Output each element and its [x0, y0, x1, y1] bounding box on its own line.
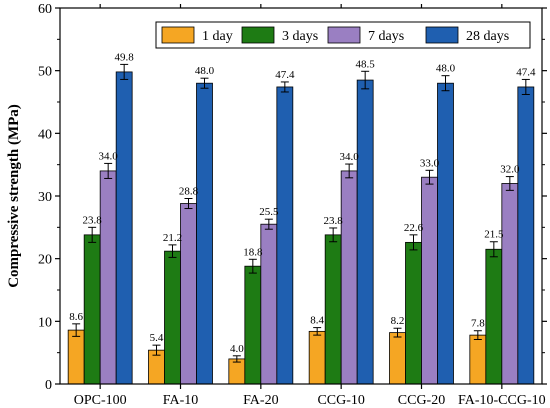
bar [485, 248, 503, 385]
data-label: 33.0 [420, 157, 440, 169]
bar [228, 358, 246, 385]
x-tick-label: FA-10 [163, 393, 199, 408]
x-tick-label: FA-10-CCG-10 [458, 393, 546, 408]
legend: 1 day 3 days 7 days 28 days [155, 21, 531, 49]
data-label: 18.8 [243, 246, 263, 258]
legend-label: 7 days [368, 29, 404, 44]
x-tick-label: FA-20 [243, 393, 279, 408]
bar [83, 234, 101, 385]
y-axis-title: Compressive strength (MPa) [6, 104, 22, 288]
legend-swatch [161, 26, 195, 44]
bar [421, 176, 438, 385]
data-label: 5.4 [150, 332, 164, 344]
y-tick-label: 10 [38, 315, 52, 330]
bar [437, 82, 454, 385]
x-tick-label: CCG-20 [398, 393, 445, 408]
bar [308, 330, 326, 385]
data-label: 32.0 [500, 164, 520, 176]
y-tick-label: 60 [38, 2, 52, 17]
data-label: 7.8 [471, 318, 485, 330]
bars-group [67, 63, 535, 385]
data-label: 48.0 [436, 63, 456, 75]
y-tick-label: 0 [45, 378, 52, 393]
y-tick-label: 50 [38, 65, 52, 80]
data-label: 23.8 [83, 214, 103, 226]
x-tick-label: CCG-10 [317, 393, 364, 408]
data-label: 25.5 [259, 206, 279, 218]
bar [340, 170, 358, 385]
data-label: 4.0 [230, 343, 244, 355]
bar [196, 82, 213, 385]
bar [260, 223, 278, 385]
data-label: 34.0 [99, 150, 119, 162]
legend-swatch [241, 26, 275, 44]
data-label: 49.8 [115, 51, 135, 63]
bar [389, 332, 406, 385]
legend-label: 3 days [282, 29, 318, 44]
data-label: 8.4 [310, 315, 324, 327]
data-label: 8.6 [69, 311, 83, 323]
legend-label: 28 days [466, 29, 509, 44]
bar [164, 250, 181, 385]
data-label: 47.4 [516, 66, 536, 78]
data-label: 48.5 [356, 58, 376, 70]
bar [405, 241, 422, 385]
bar [244, 265, 262, 385]
data-label: 48.0 [195, 65, 215, 77]
bar [324, 234, 342, 385]
y-tick-label: 20 [38, 253, 52, 268]
bar [356, 79, 374, 385]
bar [115, 71, 133, 385]
data-label: 8.2 [391, 315, 405, 327]
x-tick-label: OPC-100 [74, 393, 127, 408]
bar [99, 170, 117, 385]
bar [276, 86, 294, 385]
bar [469, 334, 487, 385]
bar [67, 329, 85, 385]
data-label: 23.8 [324, 215, 344, 227]
bar [517, 86, 535, 385]
bar [501, 183, 519, 385]
y-tick-label: 30 [38, 190, 52, 205]
legend-swatch [425, 26, 459, 44]
data-label: 28.8 [179, 186, 199, 198]
data-label: 34.0 [340, 151, 360, 163]
bar [180, 203, 197, 385]
legend-swatch [327, 26, 361, 44]
data-label: 22.6 [404, 222, 424, 234]
data-label: 21.2 [163, 232, 182, 244]
data-label: 21.5 [484, 229, 504, 241]
data-label: 47.4 [275, 69, 295, 81]
y-tick-label: 40 [38, 127, 52, 142]
legend-label: 1 day [202, 29, 233, 44]
